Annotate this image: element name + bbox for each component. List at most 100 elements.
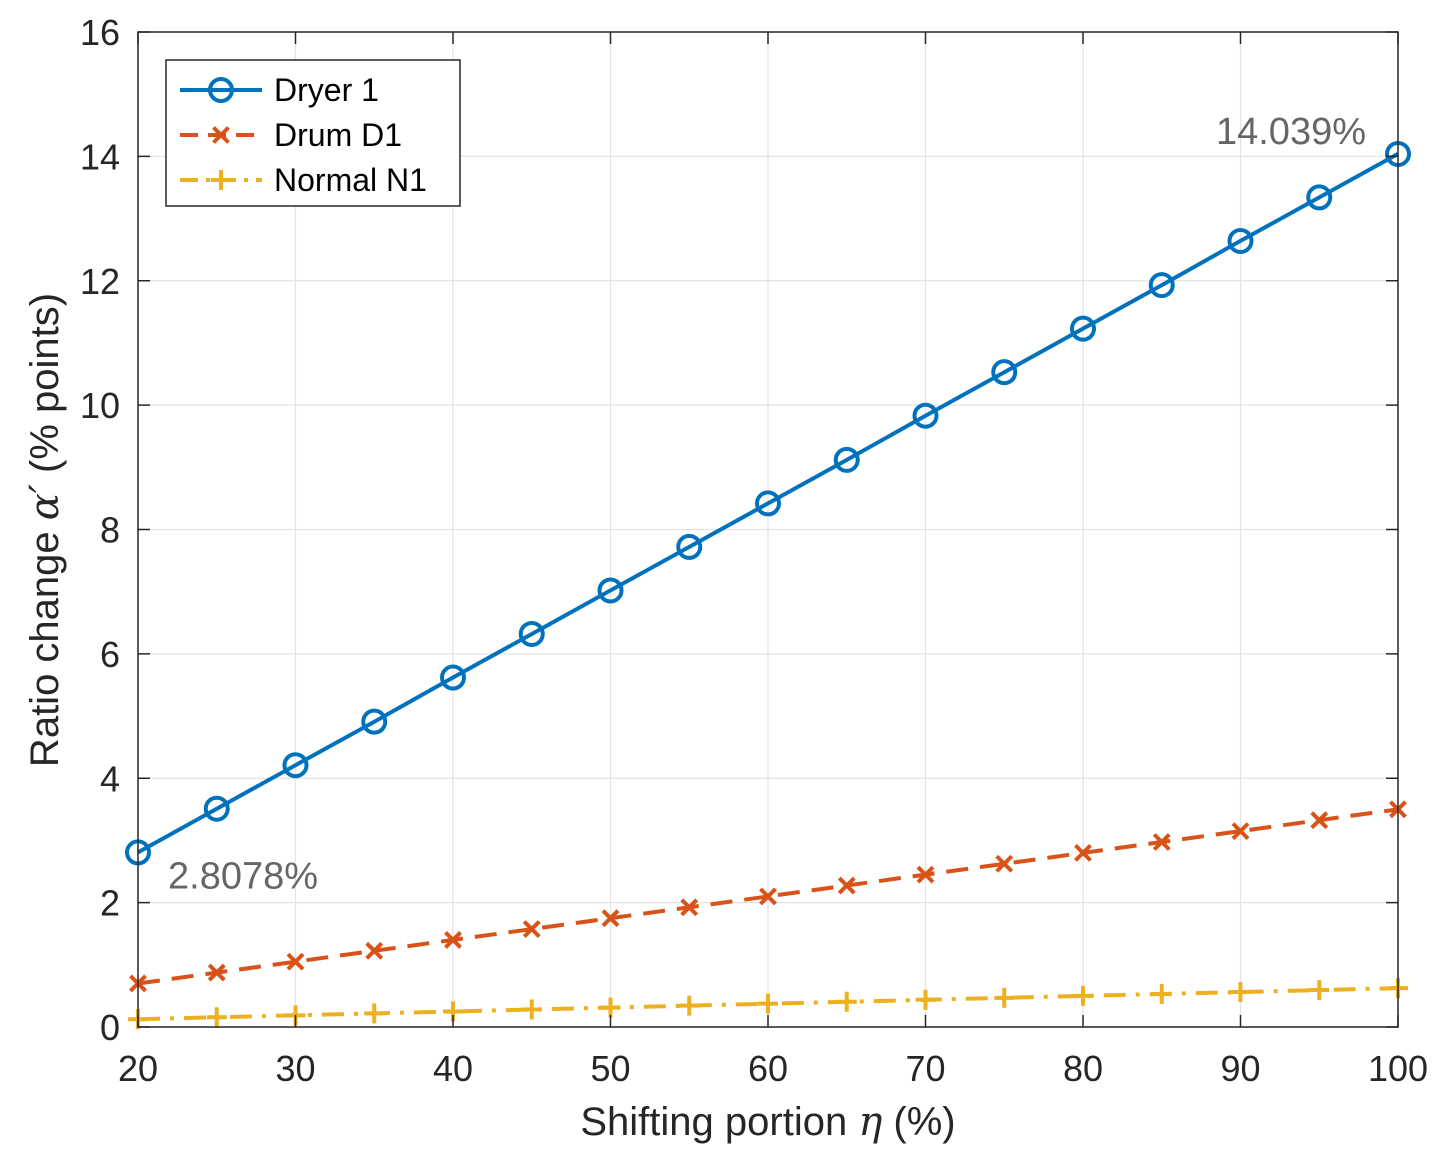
annotation-label: 2.8078% [168, 855, 318, 897]
data-point-dryer-1-shape [282, 752, 309, 779]
data-point-drum-d1-stroke [1152, 833, 1171, 851]
data-point-normal-n1 [1230, 982, 1251, 1003]
data-point-normal-n1 [1073, 985, 1093, 1006]
y-axis-label: Ratio change α′ (% points) [22, 293, 68, 767]
data-point-dryer-1-shape [755, 490, 781, 517]
data-point-drum-d1 [207, 963, 226, 982]
annotations: 2.8078% 14.039% [168, 111, 1366, 897]
data-point-drum-d1-stroke [1310, 811, 1329, 830]
x-tick-label: 30 [275, 1048, 315, 1089]
legend-label: Drum D1 [274, 117, 402, 153]
data-point-dryer-1 [1306, 184, 1333, 211]
data-point-dryer-1 [597, 577, 624, 604]
data-point-dryer-1-shape [991, 359, 1018, 386]
data-point-dryer-1-shape [912, 402, 939, 429]
data-point-drum-d1-stroke [1074, 843, 1092, 862]
data-point-dryer-1-shape [1148, 272, 1175, 299]
data-point-drum-d1 [286, 952, 305, 971]
data-point-dryer-1 [676, 533, 703, 560]
data-point-dryer-1 [1227, 227, 1254, 254]
data-point-drum-d1 [522, 920, 541, 938]
data-point-dryer-1-shape [1070, 315, 1096, 342]
data-point-drum-d1-stroke [444, 931, 462, 949]
ticks: 20 30 40 50 60 70 80 90 100 0 2 4 6 8 10 12 14 16 [80, 12, 1428, 1089]
data-point-dryer-1 [518, 620, 545, 647]
data-point-normal-n1 [600, 997, 621, 1018]
data-point-drum-d1-stroke [680, 898, 699, 917]
x-tick-label: 100 [1368, 1048, 1428, 1089]
y-tick-label: 14 [80, 136, 120, 177]
data-point-drum-d1-stroke [1231, 822, 1250, 841]
data-point-drum-d1 [1231, 822, 1250, 841]
x-tick-label: 80 [1063, 1048, 1103, 1089]
data-point-drum-d1-stroke [286, 952, 305, 971]
data-point-dryer-1 [912, 402, 939, 429]
data-point-dryer-1 [755, 490, 781, 517]
data-point-drum-d1 [1310, 811, 1329, 830]
data-point-dryer-1 [833, 446, 860, 473]
legend-marker [211, 170, 231, 190]
data-point-drum-d1-stroke [207, 963, 226, 982]
x-tick-label: 20 [118, 1048, 158, 1089]
data-point-drum-d1 [837, 876, 856, 895]
data-point-dryer-1 [1070, 315, 1096, 342]
data-point-dryer-1 [440, 664, 466, 691]
annotation-label: 14.039% [1216, 111, 1366, 153]
y-tick-label: 12 [80, 261, 120, 302]
y-tick-label: 10 [80, 385, 120, 426]
data-point-normal-n1 [1151, 983, 1172, 1004]
x-axis-label: Shifting portion η (%) [580, 1099, 955, 1145]
data-point-drum-d1 [916, 865, 935, 884]
legend-label: Dryer 1 [274, 72, 379, 108]
x-tick-label: 50 [590, 1048, 630, 1089]
data-point-drum-d1 [1074, 843, 1092, 862]
legend-item-normal-n1: Normal N1 [180, 162, 427, 198]
data-point-drum-d1 [995, 854, 1014, 873]
data-point-normal-n1 [364, 1003, 385, 1024]
data-point-drum-d1-stroke [837, 876, 856, 895]
legend-marker-shape [208, 77, 234, 103]
data-point-drum-d1 [444, 931, 462, 949]
x-tick-label: 90 [1220, 1048, 1260, 1089]
data-point-dryer-1-shape [833, 446, 860, 473]
data-point-drum-d1-stroke [522, 920, 541, 938]
data-point-dryer-1-shape [676, 533, 703, 560]
x-tick-label: 70 [905, 1048, 945, 1089]
data-point-dryer-1 [203, 795, 230, 822]
data-point-dryer-1 [1148, 272, 1175, 299]
series-drum-d1 [129, 800, 1407, 993]
data-point-dryer-1-shape [1227, 227, 1254, 254]
data-point-dryer-1 [282, 752, 309, 779]
y-tick-label: 16 [80, 12, 120, 53]
series-line-dryer-1 [137, 152, 1399, 855]
data-point-dryer-1-shape [203, 795, 230, 822]
data-point-drum-d1 [601, 909, 620, 928]
data-point-normal-n1 [915, 989, 936, 1010]
legend-item-drum-d1: Drum D1 [180, 117, 402, 153]
legend: Dryer 1 Drum D1 Normal N1 [165, 59, 461, 207]
data-point-normal-n1 [1309, 980, 1330, 1001]
x-tick-label: 60 [748, 1048, 788, 1089]
data-point-drum-d1 [365, 941, 384, 960]
data-point-drum-d1 [759, 887, 777, 906]
y-tick-label: 8 [100, 510, 120, 551]
data-point-dryer-1-shape [518, 620, 545, 647]
data-point-dryer-1-shape [597, 577, 624, 604]
series-line-drum-d1 [137, 807, 1399, 986]
data-point-normal-n1 [521, 999, 542, 1020]
data-point-drum-d1-stroke [759, 887, 777, 906]
data-point-normal-n1 [679, 995, 700, 1016]
data-point-drum-d1-stroke [601, 909, 620, 928]
legend-label: Normal N1 [274, 162, 427, 198]
legend-item-dryer-1: Dryer 1 [180, 72, 379, 108]
data-point-drum-d1 [1152, 833, 1171, 851]
x-tick-label: 40 [433, 1048, 473, 1089]
data-point-normal-n1 [994, 987, 1015, 1008]
data-point-dryer-1 [361, 708, 388, 735]
y-tick-label: 4 [100, 758, 120, 799]
data-point-normal-n1 [206, 1007, 227, 1028]
data-point-dryer-1-shape [361, 708, 388, 735]
legend-marker-stroke [212, 126, 230, 144]
data-point-drum-d1-stroke [365, 941, 384, 960]
